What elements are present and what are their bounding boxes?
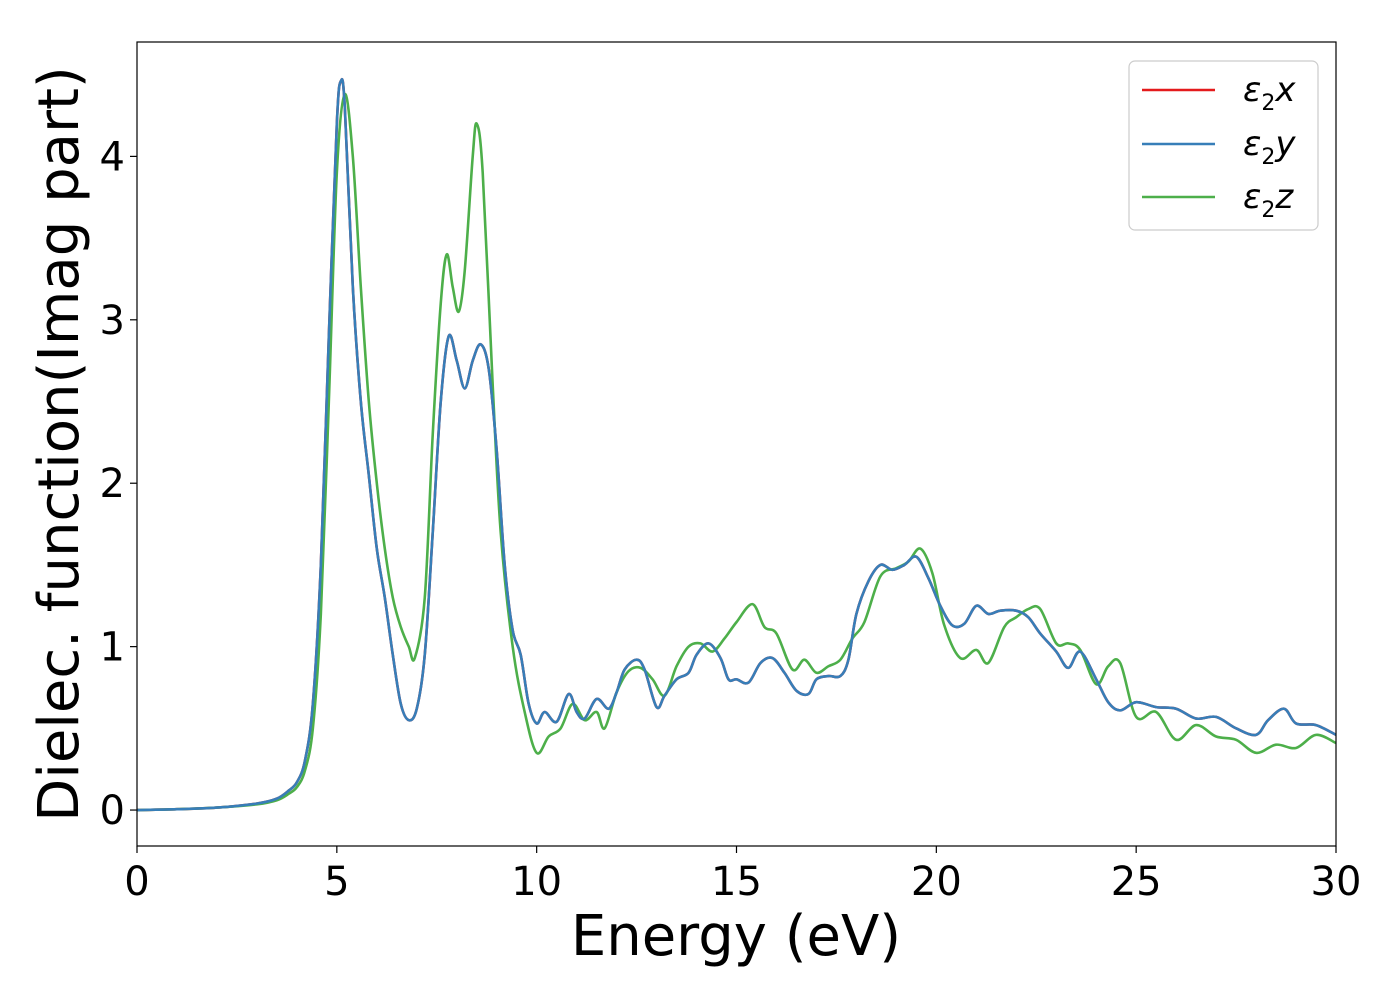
x-axis-title: Energy (eV) <box>571 904 901 969</box>
x-tick-label: 5 <box>324 859 349 905</box>
x-tick-label: 25 <box>1111 859 1162 905</box>
x-axis-ticks: 0 5 10 15 20 25 30 <box>124 846 1361 905</box>
y-tick-label: 3 <box>100 298 125 344</box>
x-tick-label: 10 <box>511 859 562 905</box>
x-tick-label: 0 <box>124 859 149 905</box>
x-tick-label: 15 <box>711 859 762 905</box>
x-tick-label: 20 <box>911 859 962 905</box>
y-tick-label: 2 <box>100 461 125 507</box>
y-tick-label: 0 <box>100 788 125 834</box>
legend: ε2x ε2y ε2z <box>1128 60 1319 231</box>
y-tick-label: 1 <box>100 625 125 671</box>
series-line-z <box>136 92 1337 812</box>
x-tick-label: 30 <box>1311 859 1362 905</box>
y-tick-label: 4 <box>100 134 125 180</box>
legend-label-z: ε2z <box>1243 177 1294 223</box>
y-axis-ticks: 0 1 2 3 4 <box>100 134 137 834</box>
series-line-y <box>136 77 1337 812</box>
legend-box <box>1128 60 1319 231</box>
legend-label-y: ε2y <box>1243 124 1296 170</box>
y-axis-title: Dielec. function(Imag part) <box>27 66 92 822</box>
series-layer <box>136 77 1337 812</box>
legend-label-x: ε2x <box>1243 70 1296 116</box>
